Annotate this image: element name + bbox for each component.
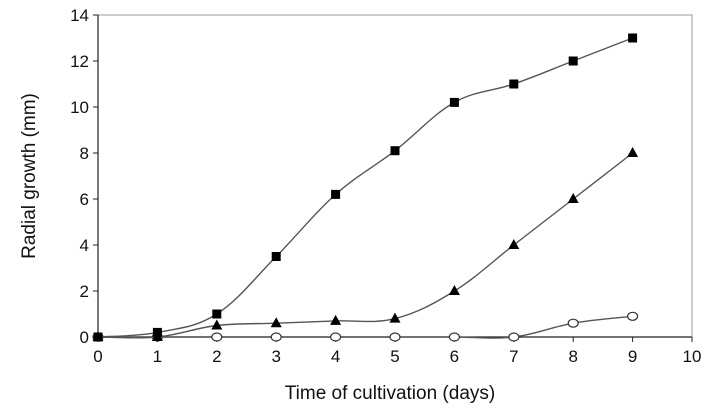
data-point-triangle (389, 312, 401, 323)
data-point-square (568, 56, 578, 66)
data-point-circle (448, 332, 460, 342)
series-triangle (92, 147, 639, 341)
x-tick-label: 10 (683, 347, 702, 366)
data-point-triangle (270, 317, 282, 328)
x-tick-label: 6 (450, 347, 459, 366)
data-point-circle (270, 332, 282, 342)
data-point-triangle (448, 285, 460, 295)
data-point-square (331, 189, 341, 199)
x-tick-label: 5 (390, 347, 399, 366)
series-layer (92, 33, 639, 342)
data-point-square (509, 79, 519, 89)
x-axis-title: Time of cultivation (days) (285, 383, 495, 404)
data-point-circle (508, 332, 520, 342)
x-tick-label: 2 (212, 347, 221, 366)
data-point-square (93, 332, 103, 342)
y-tick-label: 8 (80, 144, 89, 163)
y-tick-label: 4 (80, 236, 89, 255)
data-point-circle (626, 311, 639, 321)
data-point-square (212, 309, 222, 319)
data-point-circle (211, 332, 223, 342)
data-point-square (152, 327, 162, 337)
y-axis-title: Radial growth (mm) (19, 93, 40, 259)
series-square (93, 33, 638, 342)
data-point-triangle (211, 319, 223, 330)
series-line (97, 152, 634, 339)
x-tick-label: 1 (153, 347, 162, 366)
x-tick-label: 0 (93, 347, 102, 366)
y-axis-ticks: 0 2 4 6 8 10 12 14 (70, 6, 98, 347)
x-tick-label: 4 (331, 347, 340, 366)
data-point-triangle (508, 239, 520, 249)
series-line (97, 37, 633, 338)
data-point-triangle (567, 193, 579, 203)
y-tick-label: 6 (80, 190, 89, 209)
data-point-circle (330, 332, 342, 342)
data-point-square (628, 33, 638, 43)
data-point-triangle (330, 314, 342, 325)
data-point-square (271, 252, 281, 261)
y-tick-label: 10 (70, 98, 89, 117)
x-tick-label: 8 (568, 347, 577, 366)
x-tick-label: 3 (271, 347, 280, 366)
y-tick-label: 12 (70, 52, 89, 71)
data-point-square (449, 97, 459, 107)
data-point-triangle (627, 147, 639, 157)
y-tick-label: 0 (80, 328, 89, 347)
data-point-circle (389, 332, 401, 342)
data-point-square (390, 146, 400, 156)
x-tick-label: 9 (628, 347, 637, 366)
y-tick-label: 14 (70, 6, 89, 25)
series-line (97, 315, 633, 339)
x-axis-ticks: 0 1 2 3 4 5 6 7 8 9 10 (93, 337, 701, 366)
x-tick-label: 7 (509, 347, 518, 366)
y-tick-label: 2 (80, 282, 89, 301)
data-point-circle (567, 318, 579, 328)
